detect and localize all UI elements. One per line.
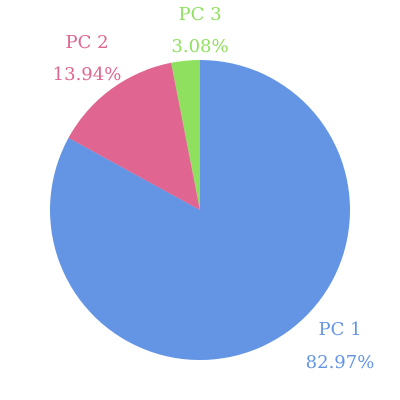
slice-name-pc3: PC 3 (178, 4, 221, 25)
slice-percent-pc2: 13.94% (53, 64, 122, 85)
slice-name-pc2: PC 2 (65, 32, 108, 53)
slice-percent-pc1: 82.97% (306, 352, 375, 373)
pie-slices (50, 60, 351, 360)
pie-slice-pc2 (68, 62, 200, 210)
slice-name-pc1: PC 1 (318, 319, 361, 340)
slice-percent-pc3: 3.08% (171, 36, 228, 57)
pie-slice-pc3 (171, 60, 200, 210)
